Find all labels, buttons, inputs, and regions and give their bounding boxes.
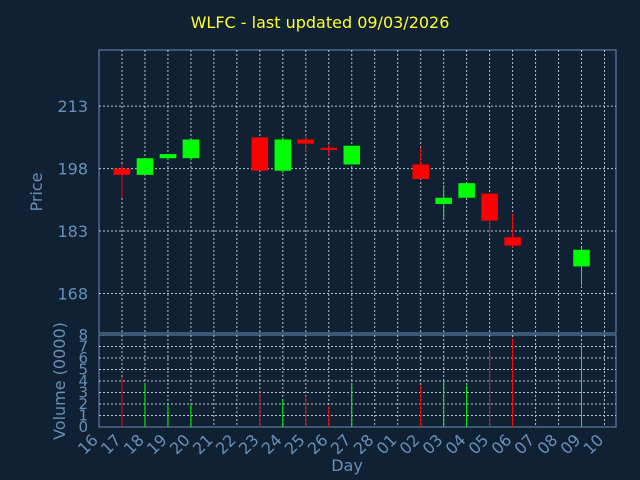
candle-body — [458, 183, 475, 198]
volume-tick-label: 8 — [78, 326, 88, 344]
volume-tick-label: 5 — [78, 361, 88, 379]
chart-title: WLFC - last updated 09/03/2026 — [190, 13, 450, 32]
x-axis-label: Day — [331, 456, 363, 475]
price-tick-label: 198 — [57, 160, 88, 179]
candle-body — [320, 147, 338, 150]
volume-tick-label: 6 — [78, 349, 88, 367]
candle-body — [274, 139, 292, 171]
volume-tick-label: 0 — [78, 418, 88, 436]
price-plot-frame — [98, 49, 617, 334]
grid — [99, 50, 616, 427]
candle-body — [251, 137, 269, 171]
candle-body — [182, 139, 200, 159]
volume-tick-label: 3 — [78, 384, 88, 402]
volume-tick-label: 4 — [78, 372, 88, 390]
price-tick-label: 183 — [57, 222, 88, 241]
candle-body — [297, 139, 315, 144]
axis-labels: 1617181920212223242526272801020304050607… — [27, 97, 607, 475]
candle-body — [136, 158, 154, 175]
volume-axis-label: Volume (0000) — [50, 322, 69, 440]
x-tick-label: 10 — [580, 430, 608, 458]
candle-body — [159, 154, 177, 159]
candle-body — [113, 168, 131, 175]
candle-body — [504, 237, 521, 246]
volume-tick-label: 1 — [78, 407, 88, 425]
candle-body — [435, 197, 452, 204]
candle-body — [481, 193, 498, 221]
volume-bars — [121, 338, 583, 427]
volume-tick-label: 7 — [78, 338, 88, 356]
price-tick-label: 213 — [57, 97, 88, 116]
candle-body — [343, 145, 361, 165]
volume-tick-label: 2 — [78, 395, 88, 413]
candles — [113, 135, 590, 286]
candle-body — [573, 249, 590, 267]
candle-body — [412, 164, 429, 180]
y-axis-label: Price — [27, 172, 46, 211]
price-tick-label: 168 — [57, 284, 88, 303]
